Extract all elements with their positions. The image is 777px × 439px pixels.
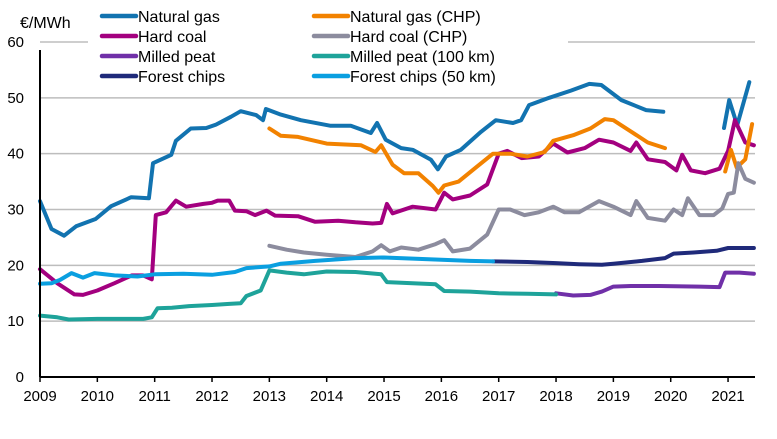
series-line-hard-coal [38, 118, 756, 297]
legend-label: Natural gas [138, 9, 220, 26]
legend-item: Milled peat (100 km) [311, 49, 495, 66]
y-tick-label: 50 [7, 90, 24, 107]
series-line-hard-coal-chp [267, 161, 756, 259]
y-tick-label: 0 [16, 369, 24, 386]
x-tick-label: 2017 [482, 388, 515, 405]
y-tick-label: 40 [7, 146, 24, 163]
x-tick-label: 2018 [539, 388, 572, 405]
y-tick-label: 30 [7, 202, 24, 219]
axes: 0 10 20 30 40 50 60 2009 2010 2011 2012 2013 2014 201… [7, 34, 755, 405]
series-line-forest-chips-50-km [38, 255, 495, 286]
legend-item: Natural gas [99, 9, 220, 26]
x-tick-label: 2013 [253, 388, 286, 405]
x-tick-label: 2014 [310, 388, 343, 405]
legend-label: Hard coal (CHP) [350, 29, 467, 46]
x-tick-label: 2009 [23, 388, 56, 405]
legend-item: Natural gas (CHP) [311, 9, 481, 26]
legend-item: Hard coal (CHP) [311, 29, 467, 46]
legend-label: Milled peat [138, 49, 216, 66]
legend-item: Forest chips (50 km) [311, 69, 496, 86]
series-line-milled-peat-100-km [38, 268, 558, 322]
series-line-milled-peat [554, 270, 756, 298]
y-tick-label: 20 [7, 257, 24, 274]
y-axis-label: €/MWh [20, 15, 71, 32]
legend-label: Forest chips [138, 69, 225, 86]
x-tick-label: 2015 [367, 388, 400, 405]
legend-label: Forest chips (50 km) [350, 69, 496, 86]
x-tick-label: 2019 [597, 388, 630, 405]
legend-label: Hard coal [138, 29, 206, 46]
legend-label: Milled peat (100 km) [350, 49, 495, 66]
legend-item: Hard coal [99, 29, 206, 46]
legend-item: Milled peat [99, 49, 216, 66]
x-tick-label: 2011 [139, 388, 171, 405]
x-tick-label: 2021 [711, 388, 744, 405]
series-line-natural-gas [38, 80, 752, 238]
y-tick-label: 60 [7, 34, 24, 51]
series-lines [38, 80, 756, 322]
legend: Natural gas Hard coal Milled peat Forest ch… [88, 9, 568, 86]
series-line-forest-chips [491, 246, 756, 267]
x-tick-label: 2012 [195, 388, 228, 405]
legend-label: Natural gas (CHP) [350, 9, 481, 26]
x-tick-label: 2010 [81, 388, 114, 405]
x-tick-label: 2016 [425, 388, 458, 405]
legend-item: Forest chips [99, 69, 225, 86]
y-tick-label: 10 [7, 313, 24, 330]
x-tick-label: 2020 [654, 388, 687, 405]
